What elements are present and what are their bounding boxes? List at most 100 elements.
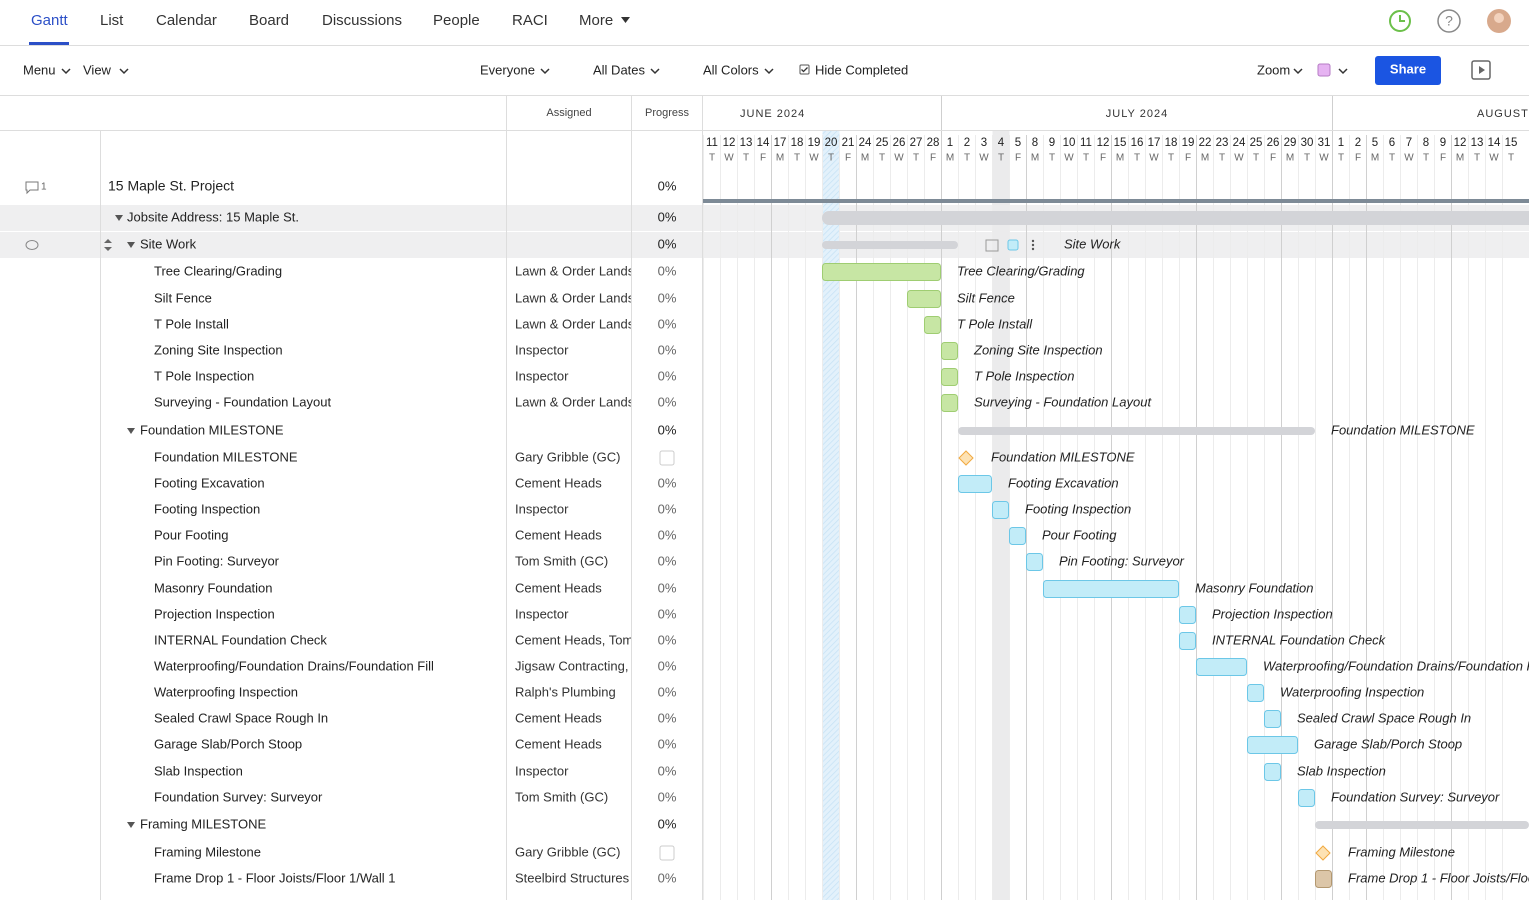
bar-label: Foundation MILESTONE	[991, 449, 1135, 464]
task-name[interactable]: Projection Inspection	[154, 606, 275, 621]
task-name[interactable]: Pin Footing: Surveyor	[154, 553, 280, 568]
task-name[interactable]: T Pole Inspection	[154, 368, 254, 383]
drag-handle[interactable]	[104, 239, 112, 251]
nav-tab[interactable]: RACI	[512, 12, 548, 29]
collapse-toggle[interactable]	[127, 822, 135, 828]
present-play	[1479, 66, 1485, 74]
nav-tab[interactable]: Discussions	[322, 12, 402, 29]
task-bar[interactable]	[1196, 658, 1247, 676]
task-name[interactable]: Surveying - Foundation Layout	[154, 394, 331, 409]
nav-tab[interactable]: Calendar	[156, 12, 217, 29]
task-name[interactable]: Footing Inspection	[154, 501, 260, 516]
day-number: 17	[1148, 137, 1161, 149]
bar-color-tool[interactable]	[1007, 239, 1019, 251]
task-name[interactable]: Pour Footing	[154, 527, 228, 542]
task-name[interactable]: Foundation MILESTONE	[154, 449, 298, 464]
nav-tab[interactable]: More	[579, 12, 613, 29]
task-bar[interactable]	[1043, 580, 1179, 598]
milestone-diamond[interactable]	[1315, 845, 1331, 861]
task-name[interactable]: Frame Drop 1 - Floor Joists/Floor 1/Wall…	[154, 870, 396, 885]
task-name[interactable]: Zoning Site Inspection	[154, 342, 283, 357]
task-bar[interactable]	[1179, 632, 1196, 650]
task-name[interactable]: Framing Milestone	[154, 844, 261, 859]
group-name[interactable]: Framing MILESTONE	[140, 816, 267, 831]
task-name[interactable]: Silt Fence	[154, 290, 212, 305]
menu-button[interactable]: Menu	[23, 62, 56, 77]
milestone-checkbox[interactable]	[659, 450, 675, 466]
present-icon[interactable]	[1471, 60, 1491, 80]
task-name[interactable]: Waterproofing/Foundation Drains/Foundati…	[154, 658, 434, 673]
task-bar[interactable]	[1247, 736, 1298, 754]
task-bar[interactable]	[1264, 763, 1281, 781]
task-name[interactable]: Sealed Crawl Space Rough In	[154, 710, 328, 725]
task-bar[interactable]	[1298, 789, 1315, 807]
task-name[interactable]: Slab Inspection	[154, 763, 243, 778]
nav-tab[interactable]: List	[100, 12, 124, 29]
filter-dropdown[interactable]: All Dates	[593, 62, 646, 77]
task-name[interactable]: Tree Clearing/Grading	[154, 263, 282, 278]
collapse-toggle[interactable]	[115, 215, 123, 221]
clock-icon[interactable]	[1389, 10, 1411, 32]
group-name[interactable]: 15 Maple St. Project	[108, 178, 234, 194]
task-bar[interactable]	[924, 316, 941, 334]
bar-label: Footing Inspection	[1025, 501, 1131, 516]
task-bar[interactable]	[992, 501, 1009, 519]
task-bar[interactable]	[822, 263, 941, 281]
progress: 0%	[658, 475, 677, 490]
day-number: 20	[825, 137, 838, 149]
group-name[interactable]: Site Work	[140, 236, 197, 251]
day-weekday: F	[1440, 153, 1446, 164]
task-name[interactable]: Masonry Foundation	[154, 580, 273, 595]
collapse-toggle[interactable]	[127, 428, 135, 434]
task-bar[interactable]	[1247, 684, 1264, 702]
day-weekday: W	[1489, 153, 1499, 164]
task-bar[interactable]	[941, 394, 958, 412]
assignee: Steelbird Structures	[515, 870, 630, 885]
collapse-toggle[interactable]	[127, 242, 135, 248]
day-number: 24	[859, 137, 872, 149]
group-row-bg	[0, 232, 1529, 258]
task-name[interactable]: Footing Excavation	[154, 475, 265, 490]
help-icon[interactable]	[1437, 9, 1461, 33]
day-weekday: M	[1201, 153, 1209, 164]
zoom-button[interactable]: Zoom	[1257, 62, 1290, 77]
task-bar[interactable]	[1264, 710, 1281, 728]
task-bar[interactable]	[941, 342, 958, 360]
caret	[1293, 68, 1303, 75]
task-name[interactable]: Waterproofing Inspection	[154, 684, 298, 699]
task-bar[interactable]	[907, 290, 941, 308]
day-weekday: T	[1253, 153, 1259, 164]
group-name[interactable]: Foundation MILESTONE	[140, 422, 284, 437]
day-number: 8	[1032, 137, 1038, 149]
comment-icon[interactable]	[25, 181, 39, 195]
view-button[interactable]: View	[83, 62, 112, 77]
task-bar[interactable]	[958, 475, 992, 493]
bar-tool[interactable]	[985, 239, 999, 252]
share-label[interactable]: Share	[1390, 61, 1426, 76]
task-bar[interactable]	[1009, 527, 1026, 545]
task-name[interactable]: Foundation Survey: Surveyor	[154, 789, 323, 804]
comment-icon[interactable]	[25, 240, 39, 250]
task-name[interactable]: Garage Slab/Porch Stoop	[154, 736, 302, 751]
progress: 0%	[658, 209, 677, 224]
task-name[interactable]: T Pole Install	[154, 316, 229, 331]
day-weekday: T	[1389, 153, 1395, 164]
task-bar[interactable]	[1026, 553, 1043, 571]
milestone-diamond[interactable]	[958, 450, 974, 466]
group-name[interactable]: Jobsite Address: 15 Maple St.	[127, 209, 299, 224]
nav-tab[interactable]: People	[433, 12, 480, 29]
nav-tab[interactable]: Board	[249, 12, 289, 29]
filter-dropdown[interactable]: Everyone	[480, 62, 535, 77]
task-bar[interactable]	[1179, 606, 1196, 624]
color-swatch[interactable]	[1317, 63, 1331, 77]
task-bar[interactable]	[1315, 870, 1332, 888]
progress: 0%	[658, 236, 677, 251]
nav-tab[interactable]: Gantt	[31, 12, 69, 29]
hide-completed-label[interactable]: Hide Completed	[815, 62, 908, 77]
task-name[interactable]: INTERNAL Foundation Check	[154, 632, 327, 647]
filter-dropdown[interactable]: All Colors	[703, 62, 759, 77]
hide-completed-checkbox[interactable]	[799, 64, 810, 75]
share-button[interactable]	[1375, 56, 1441, 85]
task-bar[interactable]	[941, 368, 958, 386]
milestone-checkbox[interactable]	[659, 845, 675, 861]
